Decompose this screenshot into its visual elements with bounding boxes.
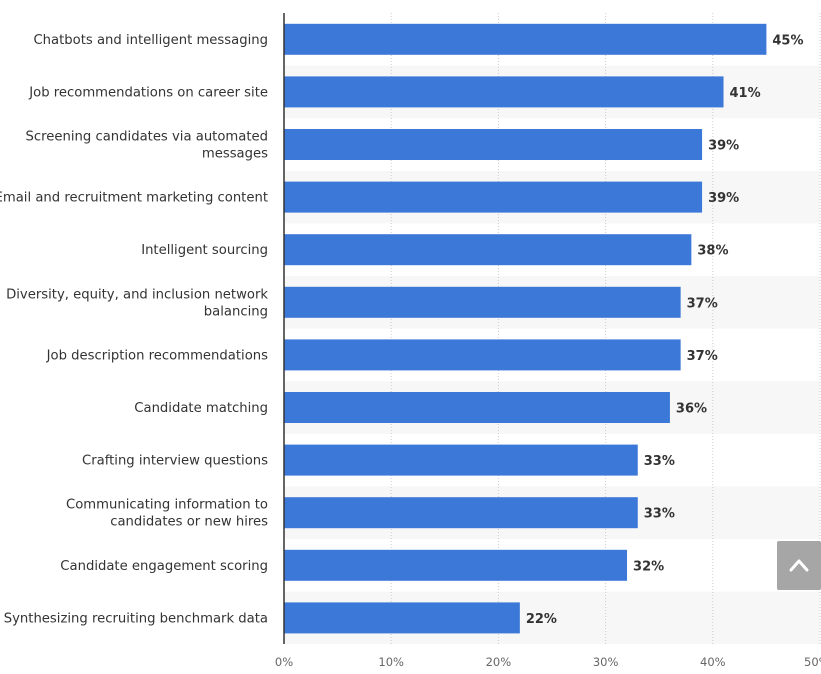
category-label: Synthesizing recruiting benchmark data: [4, 611, 268, 626]
bar[interactable]: [284, 23, 767, 55]
category-label: Communicating information to candidates o…: [66, 498, 268, 530]
data-label: 36%: [676, 402, 707, 417]
category-label: Intelligent sourcing: [141, 243, 268, 258]
category-label: Email and recruitment marketing content: [0, 191, 268, 206]
data-label: 39%: [708, 191, 739, 206]
data-label: 37%: [687, 349, 718, 364]
gridlines: [390, 13, 821, 644]
category-label-line: Crafting interview questions: [82, 454, 268, 469]
data-label: 33%: [644, 454, 675, 469]
data-label: 22%: [526, 612, 557, 627]
bar[interactable]: [284, 602, 520, 634]
chevron-up-icon: [789, 559, 809, 572]
bars: [284, 23, 767, 634]
data-label: 41%: [730, 86, 761, 101]
x-axis-ticks: 0% 10% 20% 30% 40% 50%: [275, 655, 821, 669]
bar[interactable]: [284, 339, 681, 371]
category-label: Screening candidates via automated messag…: [26, 130, 269, 162]
x-tick-label: 50%: [804, 655, 821, 669]
category-label-line: candidates or new hires: [110, 515, 268, 530]
category-label: Chatbots and intelligent messaging: [33, 33, 268, 48]
data-label: 39%: [708, 139, 739, 154]
x-tick-label: 0%: [275, 655, 293, 669]
category-label-line: messages: [202, 147, 268, 162]
category-label: Candidate matching: [134, 401, 268, 416]
bar[interactable]: [284, 76, 724, 108]
data-label: 37%: [687, 296, 718, 311]
bar[interactable]: [284, 497, 638, 529]
data-labels: 45% 41% 39% 39% 38% 37% 37% 36% 33% 33% 32% 22%: [526, 33, 804, 627]
category-label-line: Communicating information to: [66, 498, 268, 513]
category-label: Candidate engagement scoring: [60, 559, 268, 574]
category-label-line: Diversity, equity, and inclusion network: [6, 287, 268, 302]
category-label-line: Candidate matching: [134, 401, 268, 416]
x-tick-label: 40%: [700, 655, 726, 669]
category-label-line: Candidate engagement scoring: [60, 559, 268, 574]
category-label: Diversity, equity, and inclusion network…: [6, 287, 268, 319]
category-label-line: Job description recommendations: [46, 348, 268, 363]
bar[interactable]: [284, 129, 703, 160]
x-tick-label: 30%: [593, 655, 619, 669]
category-label-line: Intelligent sourcing: [141, 243, 268, 258]
bar[interactable]: [284, 286, 681, 318]
x-tick-label: 10%: [378, 655, 404, 669]
category-labels: Chatbots and intelligent messaging Job re…: [0, 33, 268, 627]
x-tick-label: 20%: [486, 655, 512, 669]
category-label-line: balancing: [204, 304, 268, 319]
bar[interactable]: [284, 234, 692, 266]
bar[interactable]: [284, 444, 638, 476]
data-label: 33%: [644, 507, 675, 522]
category-label-line: Screening candidates via automated: [26, 130, 268, 145]
data-label: 32%: [633, 559, 664, 574]
scroll-to-top-button[interactable]: [777, 541, 821, 590]
category-label-line: Chatbots and intelligent messaging: [33, 33, 268, 48]
category-label-line: Synthesizing recruiting benchmark data: [4, 611, 268, 626]
category-label: Crafting interview questions: [82, 454, 268, 469]
data-label: 38%: [697, 244, 728, 259]
bar[interactable]: [284, 549, 628, 581]
category-label-line: Job recommendations on career site: [28, 85, 268, 100]
bar[interactable]: [284, 181, 703, 213]
category-label-line: Email and recruitment marketing content: [0, 191, 268, 206]
bar[interactable]: [284, 392, 670, 423]
data-label: 45%: [772, 33, 803, 48]
category-label: Job description recommendations: [46, 348, 268, 363]
category-label: Job recommendations on career site: [28, 85, 268, 100]
